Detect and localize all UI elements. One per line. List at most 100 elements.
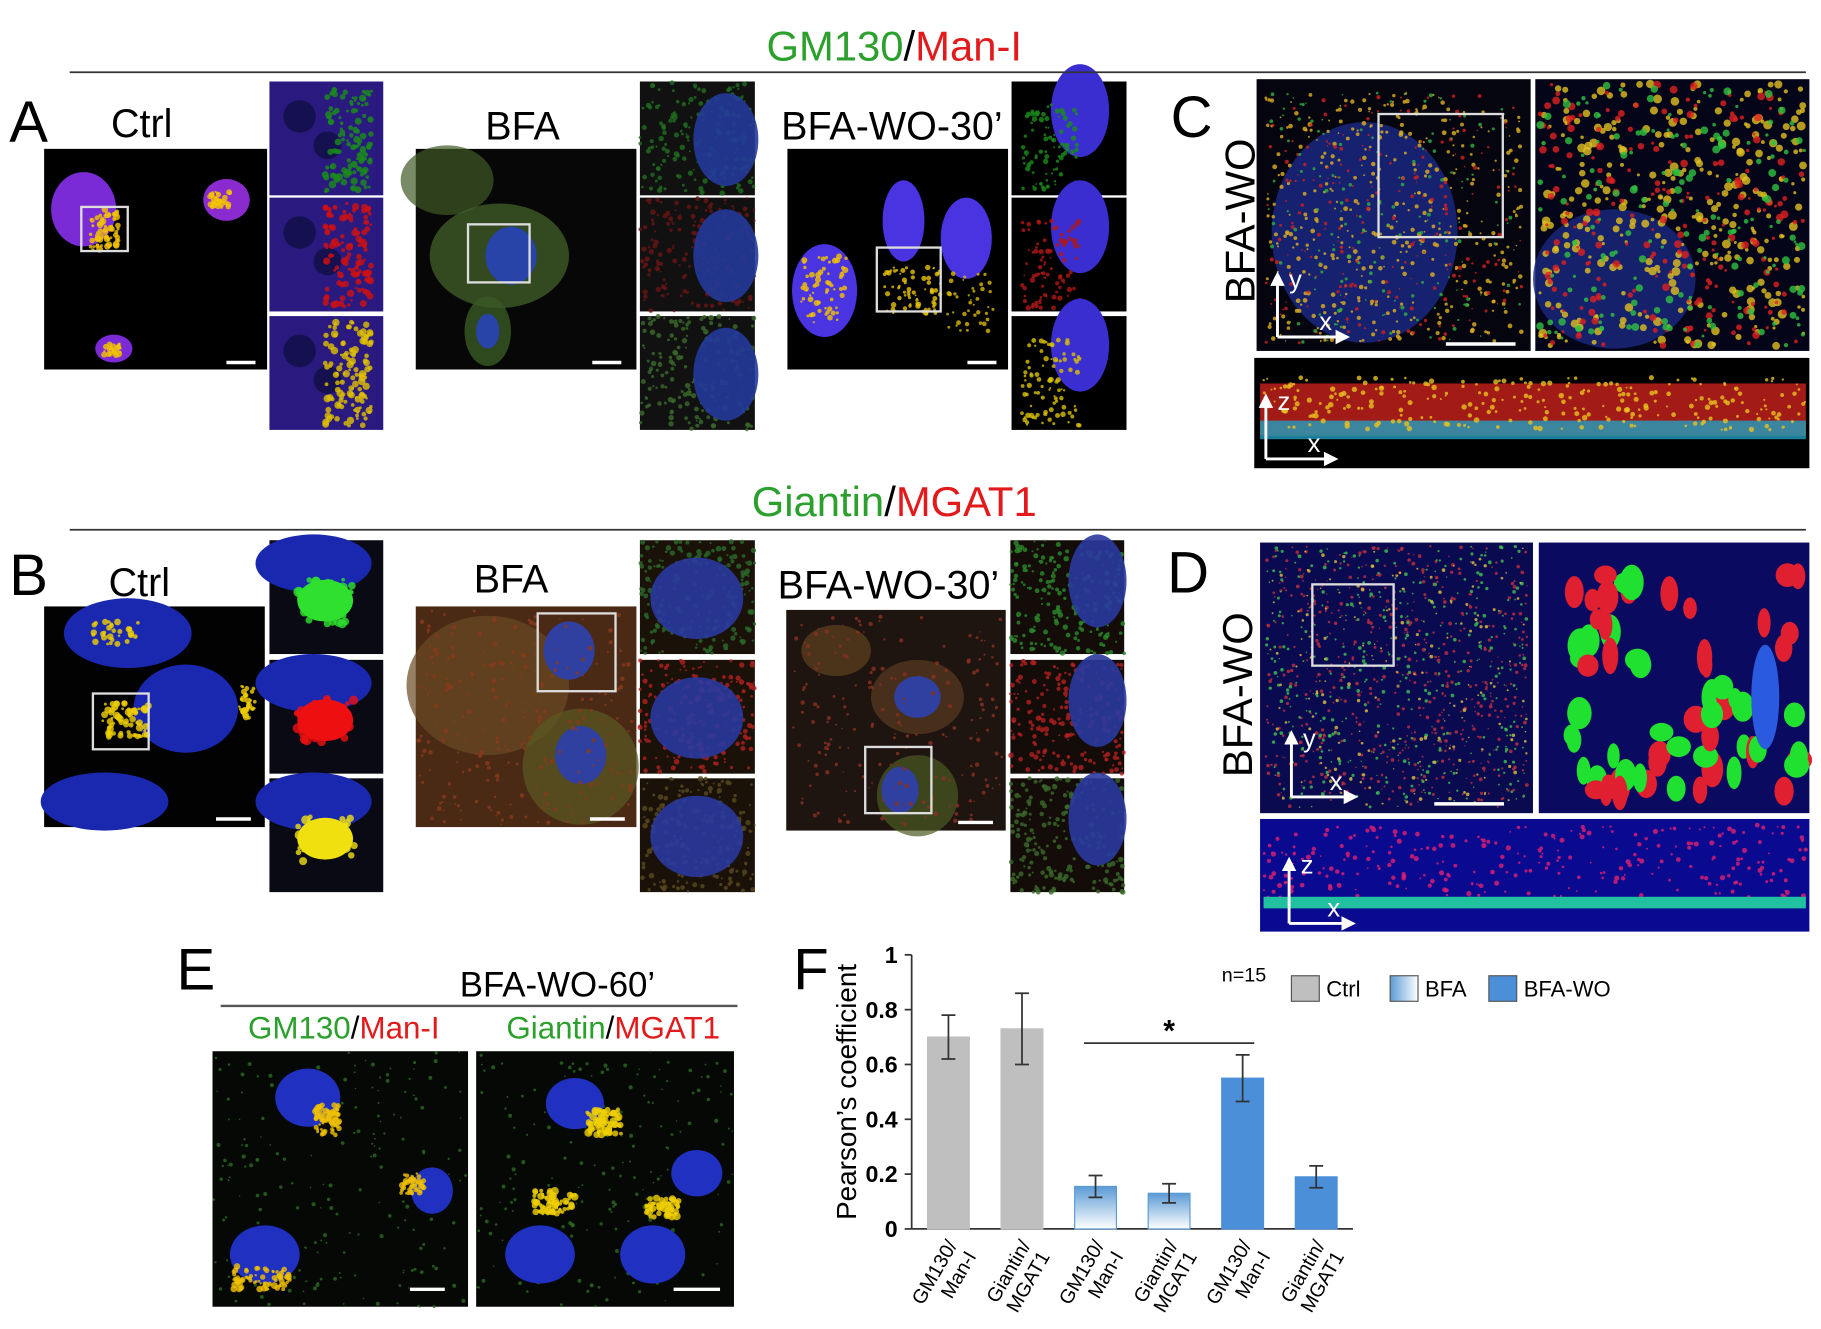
speckle	[109, 623, 115, 629]
speckle	[968, 799, 973, 803]
speckle	[1565, 137, 1573, 145]
speckle	[1627, 292, 1634, 298]
speckle	[643, 724, 647, 728]
speckle	[895, 751, 900, 756]
speckle	[1362, 98, 1367, 103]
speckle	[615, 716, 619, 720]
speckle	[1762, 208, 1767, 212]
speckle	[1478, 122, 1482, 127]
speckle	[1271, 123, 1275, 127]
speckle	[1300, 249, 1303, 251]
speckle	[1040, 555, 1046, 560]
speckle	[464, 647, 467, 649]
speckle	[357, 243, 361, 248]
speckle	[674, 364, 677, 367]
speckle	[1465, 295, 1469, 299]
speckle	[1406, 425, 1413, 432]
speckle	[1302, 297, 1308, 303]
speckle	[322, 360, 328, 366]
speckle	[689, 426, 694, 431]
speckle	[1282, 107, 1286, 110]
speckle	[682, 156, 687, 161]
speckle	[691, 246, 694, 249]
speckle	[1320, 303, 1326, 309]
speckle	[1457, 217, 1461, 220]
speckle	[1641, 219, 1650, 228]
speckle	[1746, 148, 1750, 153]
speckle	[339, 362, 343, 366]
speckle	[1792, 219, 1798, 225]
speckle	[1416, 254, 1419, 257]
speckle	[672, 244, 675, 247]
speckle	[659, 270, 662, 273]
speckle	[1679, 199, 1683, 203]
speckle	[441, 794, 446, 799]
speckle	[1423, 318, 1428, 323]
speckle	[1296, 321, 1301, 326]
speckle	[354, 108, 359, 113]
speckle	[698, 765, 702, 769]
speckle	[706, 415, 711, 420]
speckle	[346, 141, 351, 147]
speckle	[732, 324, 738, 330]
speckle	[244, 707, 250, 713]
zoom-box	[875, 246, 942, 313]
speckle	[1631, 323, 1640, 331]
speckle	[1273, 400, 1276, 403]
speckle	[826, 720, 829, 724]
speckle	[858, 763, 862, 768]
speckle	[1320, 270, 1324, 274]
speckle	[604, 692, 607, 696]
speckle	[359, 300, 367, 308]
speckle	[348, 833, 353, 839]
speckle	[1543, 333, 1548, 338]
speckle	[1686, 110, 1694, 119]
speckle	[1412, 159, 1416, 164]
speckle	[1554, 330, 1558, 335]
speckle	[719, 190, 726, 196]
speckle	[838, 644, 843, 648]
speckle	[347, 170, 353, 176]
speckle	[1269, 119, 1274, 124]
speckle	[1547, 319, 1554, 326]
speckle	[1505, 169, 1508, 172]
speckle	[1757, 278, 1765, 286]
speckle	[1672, 168, 1680, 177]
speckle	[1767, 309, 1773, 315]
speckle	[1583, 297, 1589, 302]
speckle	[1419, 323, 1423, 327]
speckle	[364, 289, 371, 296]
speckle	[1495, 425, 1500, 429]
speckle	[983, 639, 986, 642]
speckle	[1441, 336, 1446, 341]
speckle	[1338, 285, 1342, 289]
speckle	[651, 545, 655, 548]
speckle	[657, 175, 662, 181]
speckle	[584, 796, 588, 800]
speckle	[430, 609, 434, 613]
speckle	[948, 778, 952, 782]
speckle	[1711, 308, 1716, 313]
speckle	[800, 700, 805, 705]
speckle	[645, 853, 649, 858]
speckle	[589, 708, 593, 712]
speckle	[638, 739, 642, 743]
speckle	[806, 314, 810, 318]
speckle	[895, 763, 898, 766]
speckle	[1308, 93, 1313, 97]
speckle	[546, 820, 551, 825]
speckle	[655, 386, 658, 390]
speckle	[1393, 158, 1397, 162]
speckle	[1537, 179, 1544, 185]
speckle	[1338, 142, 1343, 147]
speckle	[1312, 238, 1316, 241]
speckle	[363, 258, 367, 261]
speckle	[695, 646, 698, 649]
speckle	[677, 227, 682, 232]
speckle	[618, 684, 624, 690]
speckle	[1451, 324, 1455, 328]
speckle	[318, 609, 327, 619]
speckle	[346, 109, 349, 113]
speckle	[641, 125, 647, 130]
speckle	[479, 750, 485, 755]
